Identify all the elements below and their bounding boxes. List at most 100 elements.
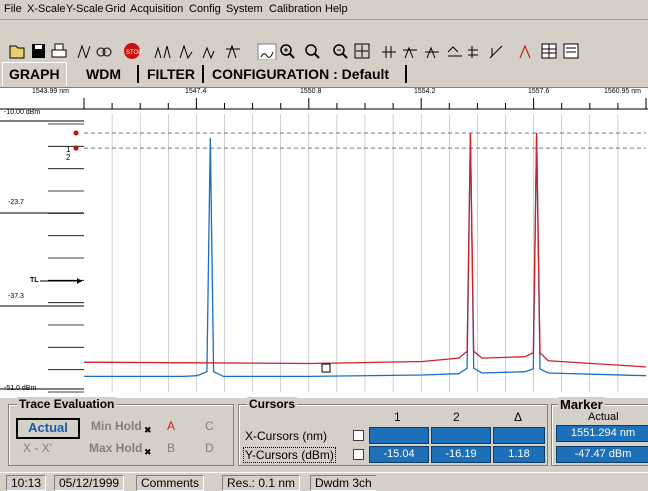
open-folder-icon[interactable] <box>9 45 25 59</box>
peak-left-icon[interactable] <box>202 46 215 60</box>
cursor-1-label: 1 <box>66 145 71 154</box>
table-icon[interactable] <box>541 43 557 59</box>
y-cursor-1-value[interactable]: -15.04 <box>369 446 429 463</box>
reference-icon[interactable] <box>77 44 91 59</box>
delta-cursor-icon[interactable] <box>425 46 439 59</box>
cursor-1-marker[interactable] <box>73 130 79 136</box>
marker-power-value[interactable]: -47.47 dBm <box>556 446 648 463</box>
cursor-col-header: Δ <box>514 410 523 424</box>
export-icon[interactable] <box>563 43 579 59</box>
x-tick-label: 1560.95 nm <box>604 88 641 95</box>
status-date: 05/12/1999 <box>54 475 125 491</box>
x-tick-label: 1554.2 <box>414 88 436 95</box>
cursor-col-header: 2 <box>453 410 460 424</box>
cursor-2-label: 2 <box>66 153 71 162</box>
cursors-panel: Cursors 1 2 Δ X-Cursors (nm) Y-Cursors (… <box>238 397 548 466</box>
link-icon[interactable] <box>96 47 112 57</box>
toolbar-icons: STOP <box>9 43 579 60</box>
x-cursors-label: X-Cursors (nm) <box>245 429 328 443</box>
x-tick-label: 1547.4 <box>185 88 207 95</box>
tab-wdm[interactable]: WDM <box>86 66 121 82</box>
status-comments[interactable]: Comments <box>136 475 205 491</box>
y-cursor-2-value[interactable]: -16.19 <box>431 446 491 463</box>
marker-mode-icon[interactable] <box>257 43 277 60</box>
peak-search-icon[interactable] <box>154 45 171 59</box>
toolbar: STOP <box>0 20 648 60</box>
menu-grid[interactable]: Grid <box>105 3 126 15</box>
menu-calibration[interactable]: Calibration <box>269 3 322 15</box>
tab-filter[interactable]: FILTER <box>147 66 195 82</box>
menu-help[interactable]: Help <box>325 3 348 15</box>
x-cursor-2-value[interactable] <box>431 427 491 444</box>
x-cursors-checkbox[interactable] <box>353 430 364 441</box>
trace-c-button[interactable]: C <box>205 419 214 433</box>
min-hold-button[interactable]: Min Hold <box>91 419 142 433</box>
marker-wavelength-value[interactable]: 1551.294 nm <box>556 425 648 442</box>
trace-b-button[interactable]: B <box>167 441 176 455</box>
menu-y-scale[interactable]: Y-Scale <box>66 3 104 15</box>
x-tick-label: 1550.8 <box>300 88 322 95</box>
zoom-out-icon[interactable] <box>333 44 348 59</box>
peak-table-icon[interactable] <box>226 44 240 59</box>
status-resolution: Res.: 0.1 nm <box>222 475 301 491</box>
spectrum-plot[interactable] <box>0 88 648 398</box>
tab-separator <box>137 65 139 83</box>
next-peak-icon[interactable] <box>179 44 193 60</box>
y-tick-label: -10.00 dBm <box>4 109 41 116</box>
cursor-x-icon[interactable] <box>382 46 396 58</box>
x-cursor-1-value[interactable] <box>369 427 429 444</box>
x-tick-label: 1557.6 <box>528 88 550 95</box>
max-hold-button[interactable]: Max Hold <box>89 441 143 455</box>
cursor-col-header: 1 <box>394 410 401 424</box>
marker-square[interactable] <box>321 363 331 373</box>
trace-d-button[interactable]: D <box>205 441 214 455</box>
marker-title: Marker <box>558 397 605 412</box>
menu-acquisition[interactable]: Acquisition <box>130 3 184 15</box>
threshold-icon[interactable] <box>468 46 478 58</box>
tab-separator <box>405 65 407 83</box>
y-cursor-delta-value[interactable]: 1.18 <box>493 446 545 463</box>
cursor-2-marker[interactable] <box>73 145 79 151</box>
menu-system[interactable]: System <box>226 3 263 15</box>
trace-a-button[interactable]: A <box>167 419 176 433</box>
max-hold-marker-icon: ✖ <box>144 447 152 457</box>
menu-bar: File X-Scale Y-Scale Grid Acquisition Co… <box>0 0 648 20</box>
slope-icon[interactable] <box>489 45 503 59</box>
tab-configuration[interactable]: CONFIGURATION : Default <box>212 66 390 82</box>
stop-icon[interactable]: STOP <box>124 43 142 59</box>
diff-button[interactable]: X - X' <box>23 441 52 455</box>
trace-line[interactable] <box>83 132 647 368</box>
actual-button[interactable]: Actual <box>16 418 80 439</box>
print-icon[interactable] <box>51 43 67 58</box>
y-tick-label: -37.3 <box>8 293 24 300</box>
svg-text:STOP: STOP <box>126 50 142 56</box>
y-cursors-label[interactable]: Y-Cursors (dBm) <box>243 447 336 463</box>
x-cursor-delta-value[interactable] <box>493 427 545 444</box>
cursor-y-icon[interactable] <box>403 46 417 59</box>
threshold-arrow-head <box>77 278 82 284</box>
tab-graph[interactable]: GRAPH <box>2 62 67 86</box>
peak-red-icon[interactable] <box>519 44 531 59</box>
zoom-area-icon[interactable] <box>305 44 320 59</box>
marker-panel: Marker Actual 1551.294 nm -47.47 dBm <box>551 397 648 466</box>
y-tick-label: -23.7 <box>8 199 24 206</box>
menu-config[interactable]: Config <box>189 3 221 15</box>
trace-evaluation-title: Trace Evaluation <box>17 397 117 411</box>
tab-separator <box>202 65 204 83</box>
y-tick-label: -51.0 dBm <box>4 385 37 392</box>
menu-file[interactable]: File <box>4 3 22 15</box>
status-mode: Dwdm 3ch <box>310 475 376 491</box>
min-hold-marker-icon: ✖ <box>144 425 152 435</box>
y-cursors-checkbox[interactable] <box>353 449 364 460</box>
menu-x-scale[interactable]: X-Scale <box>27 3 66 15</box>
marker-subtitle: Actual <box>588 411 619 423</box>
full-scale-icon[interactable] <box>354 43 370 59</box>
spectrum-graph[interactable]: 1543.99 nm 1547.4 1550.8 1554.2 1557.6 1… <box>0 87 648 398</box>
marker-wave-icon <box>260 51 274 58</box>
bandwidth-icon[interactable] <box>447 46 462 57</box>
save-icon[interactable] <box>32 44 45 58</box>
status-bar: 10:13 05/12/1999 Comments Res.: 0.1 nm D… <box>0 472 648 491</box>
trace-evaluation-panel: Trace Evaluation Actual X - X' Min Hold … <box>8 397 234 466</box>
zoom-in-icon[interactable] <box>280 44 295 59</box>
cursors-title: Cursors <box>247 397 298 411</box>
